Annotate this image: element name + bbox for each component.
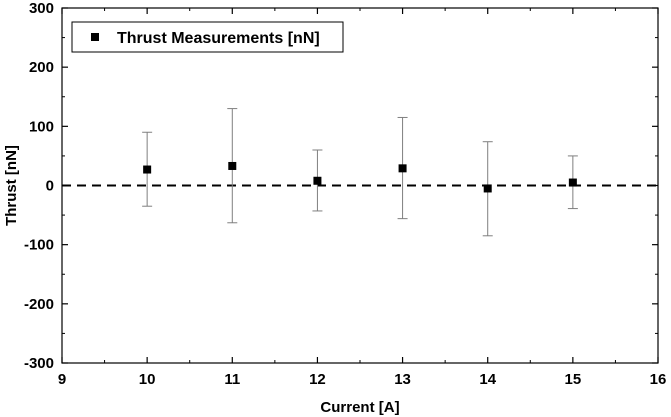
- data-point: [228, 161, 237, 170]
- y-axis-title: Thrust [nN]: [3, 145, 20, 226]
- marker-layer: [143, 161, 577, 193]
- error-bar-layer: [142, 108, 578, 237]
- data-point: [568, 178, 577, 187]
- x-tick-label: 11: [224, 371, 240, 388]
- y-tick-label: 200: [29, 59, 54, 76]
- y-tick-label: -100: [24, 237, 54, 254]
- y-tick-label: -200: [24, 296, 54, 313]
- x-tick-label: 14: [479, 371, 496, 388]
- legend: Thrust Measurements [nN]: [71, 21, 344, 53]
- data-point: [143, 165, 152, 174]
- y-tick-label: 300: [29, 0, 54, 17]
- tick-layer: [61, 7, 659, 364]
- y-tick-label: 100: [29, 118, 54, 135]
- data-point: [313, 176, 322, 185]
- legend-box: [71, 21, 344, 53]
- data-point: [483, 184, 492, 193]
- x-tick-label: 12: [309, 371, 326, 388]
- plot-frame: [61, 7, 659, 364]
- y-tick-label: 0: [46, 178, 54, 195]
- y-tick-label: -300: [24, 355, 54, 372]
- x-tick-label: 13: [394, 371, 411, 388]
- tick-label-layer: 9 10 11 12 13 14 15 16 -300 -200 -100 0 100 200 300: [24, 0, 666, 388]
- data-point: [398, 164, 407, 173]
- legend-marker: [91, 33, 99, 41]
- x-axis-title: Current [A]: [320, 399, 399, 416]
- x-tick-label: 9: [58, 371, 66, 388]
- x-tick-label: 15: [565, 371, 582, 388]
- x-tick-label: 16: [650, 371, 667, 388]
- x-tick-label: 10: [139, 371, 156, 388]
- legend-label: Thrust Measurements [nN]: [117, 30, 320, 47]
